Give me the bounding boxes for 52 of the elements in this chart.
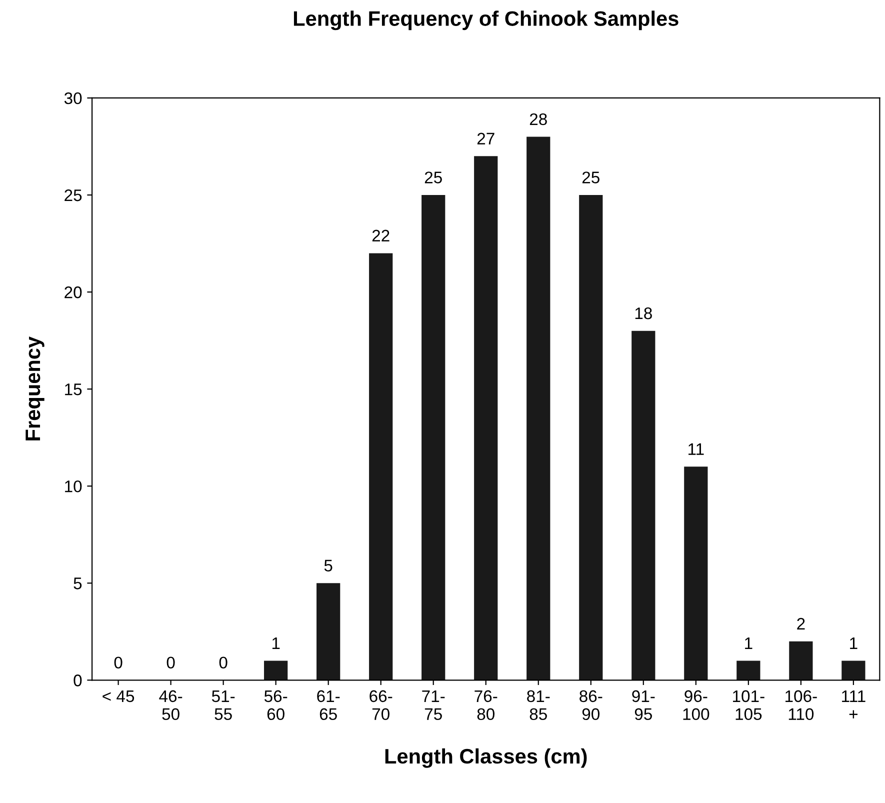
data-label: 1 xyxy=(850,637,858,649)
y-tick-label: 15 xyxy=(65,384,82,396)
y-tick-label: 25 xyxy=(64,189,82,202)
y-axis-title: Frequency xyxy=(26,336,44,440)
x-tick-label: 81- 85 xyxy=(527,690,550,720)
bar xyxy=(422,194,446,680)
x-tick-label: 111 + xyxy=(842,690,866,718)
bar xyxy=(474,156,498,680)
data-label: 0 xyxy=(166,656,175,669)
data-label: 0 xyxy=(114,656,122,669)
y-tick-label: 20 xyxy=(64,286,82,298)
bar xyxy=(736,660,760,680)
x-tick-label: 61- 65 xyxy=(317,690,340,720)
bar xyxy=(579,194,603,680)
y-tick-label: 10 xyxy=(65,480,82,492)
x-tick-label: 56- 60 xyxy=(264,690,288,720)
data-label: 5 xyxy=(324,560,332,572)
data-label: 28 xyxy=(530,113,547,126)
bar xyxy=(316,583,340,680)
bar xyxy=(684,466,708,680)
data-label: 0 xyxy=(219,656,228,669)
x-tick-label: 91- 95 xyxy=(632,690,655,720)
x-tick-label: < 45 xyxy=(102,690,134,702)
y-tick-label: 30 xyxy=(64,92,82,104)
bar xyxy=(526,136,550,680)
x-tick-label: 101- 105 xyxy=(733,690,764,720)
x-tick-label: 66- 70 xyxy=(370,690,392,720)
x-tick-label: 51- 55 xyxy=(212,690,235,720)
data-label: 25 xyxy=(582,172,600,184)
bar xyxy=(842,660,866,680)
bar xyxy=(369,253,393,680)
x-tick-label: 71- 75 xyxy=(422,690,445,720)
x-tick-label: 96- 100 xyxy=(683,690,710,720)
bar xyxy=(789,641,813,680)
bar xyxy=(632,330,656,680)
data-label: 27 xyxy=(477,132,494,144)
chart-title: Length Frequency of Chinook Samples xyxy=(294,10,678,30)
data-label: 22 xyxy=(372,230,390,242)
data-label: 25 xyxy=(424,172,442,184)
x-tick-label: 86- 90 xyxy=(580,690,602,720)
data-label: 1 xyxy=(272,637,280,649)
x-tick-label: 106- 110 xyxy=(786,690,817,720)
y-tick-label: 5 xyxy=(74,578,82,590)
x-axis-title: Length Classes (cm) xyxy=(385,748,587,768)
bar xyxy=(264,660,288,680)
data-label: 2 xyxy=(797,618,805,630)
x-tick-label: 76- 80 xyxy=(474,690,498,720)
x-tick-label: 46- 50 xyxy=(159,690,182,720)
data-label: 18 xyxy=(635,307,652,320)
data-label: 11 xyxy=(688,443,704,455)
y-tick-label: 0 xyxy=(74,674,82,686)
data-label: 1 xyxy=(745,637,752,649)
